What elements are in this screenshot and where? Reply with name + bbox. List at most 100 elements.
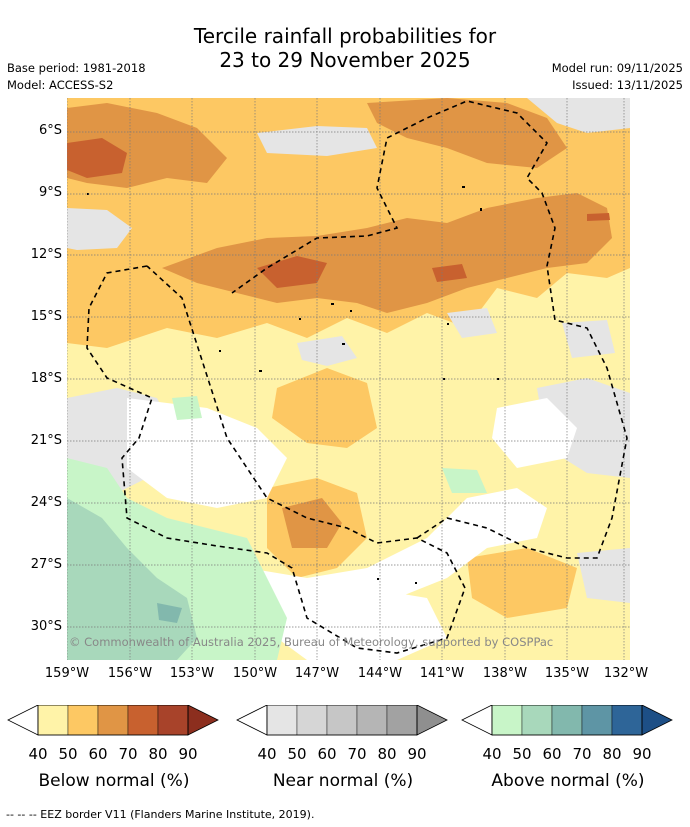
colorbar-above — [461, 705, 673, 736]
colorbar-over-triangle — [416, 705, 448, 736]
above-normal-title: Above normal (%) — [491, 771, 645, 791]
colorbar-tick-label: 80 — [602, 745, 622, 763]
colorbar-box — [581, 705, 613, 736]
colorbar-tick-label: 40 — [28, 745, 48, 763]
colorbar-tick-label: 60 — [88, 745, 108, 763]
issued-date: Issued: 13/11/2025 — [572, 78, 683, 92]
lon-label: 144°W — [357, 666, 403, 681]
probability-map — [67, 98, 630, 660]
below-70-central — [257, 256, 327, 288]
colorbar-box — [127, 705, 159, 736]
colorbar-outline — [266, 705, 418, 736]
lon-label: 150°W — [232, 666, 278, 681]
below-50-mid — [272, 368, 377, 448]
colorbar-box — [356, 705, 388, 736]
colorbar-tick-label: 80 — [377, 745, 397, 763]
no-signal-southcentral — [277, 588, 447, 660]
colorbar-near — [236, 705, 448, 736]
lat-label: 30°S — [30, 619, 62, 634]
colorbar-box — [551, 705, 583, 736]
map-title: Tercile rainfall probabilities for 23 to… — [0, 24, 690, 72]
lon-label: 141°W — [419, 666, 465, 681]
near-grey-far-east — [562, 320, 615, 358]
title-line-2: 23 to 29 November 2025 — [219, 48, 471, 72]
colorbar-box — [266, 705, 298, 736]
below-50-south-b — [467, 548, 577, 618]
above-green-mid — [172, 396, 202, 420]
lat-label: 6°S — [38, 123, 62, 138]
colorbar-box — [491, 705, 523, 736]
colorbar-tick-label: 80 — [148, 745, 168, 763]
eez-border-french-polynesia — [86, 265, 466, 654]
colorbar-box — [296, 705, 328, 736]
colorbar-tick-label: 60 — [542, 745, 562, 763]
near-grey-se — [577, 548, 630, 603]
colorbar-box — [521, 705, 553, 736]
colorbar-tick-label: 50 — [58, 745, 78, 763]
colorbar-tick-label: 70 — [347, 745, 367, 763]
lat-label: 18°S — [30, 371, 62, 386]
near-grey-east2 — [447, 308, 497, 338]
colorbar-tick-label: 60 — [317, 745, 337, 763]
copyright-notice: © Commonwealth of Australia 2025, Bureau… — [69, 635, 554, 649]
eez-note: -- -- -- EEZ border V11 (Flanders Marine… — [6, 808, 315, 821]
no-signal-southwest — [127, 398, 287, 508]
colorbar-box — [97, 705, 129, 736]
lon-label: 159°W — [44, 666, 90, 681]
colorbar-box — [157, 705, 189, 736]
near-grey-ne — [527, 98, 630, 133]
colorbar-tick-label: 90 — [407, 745, 427, 763]
colorbar-tick-label: 40 — [482, 745, 502, 763]
colorbar-box — [326, 705, 358, 736]
below-70-ne — [587, 213, 610, 221]
below-70-east — [432, 264, 467, 282]
model-name: Model: ACCESS-S2 — [7, 78, 114, 92]
lat-label: 9°S — [38, 185, 62, 200]
colorbar-outline — [37, 705, 189, 736]
colorbar-box — [611, 705, 643, 736]
lat-label: 12°S — [30, 247, 62, 262]
lat-label: 21°S — [30, 433, 62, 448]
colorbar-over-triangle — [187, 705, 219, 736]
map-canvas — [67, 98, 630, 660]
colorbar-tick-label: 90 — [632, 745, 652, 763]
meta-left: Base period: 1981-2018 Model: ACCESS-S2 — [7, 60, 146, 94]
below-70-west — [67, 138, 127, 178]
below-60-south-a — [282, 498, 342, 548]
colorbar-tick-label: 70 — [118, 745, 138, 763]
island-markers — [87, 186, 499, 584]
lon-label: 156°W — [107, 666, 153, 681]
lon-label: 138°W — [482, 666, 528, 681]
above-green-sw-60 — [157, 603, 182, 623]
lat-label: 15°S — [30, 309, 62, 324]
above-green-east — [442, 468, 487, 493]
no-signal-east — [492, 398, 577, 468]
colorbar-tick-label: 40 — [257, 745, 277, 763]
colorbar-under-triangle — [236, 705, 268, 736]
lon-label: 132°W — [603, 666, 649, 681]
colorbar-tick-label: 90 — [178, 745, 198, 763]
colorbar-box — [386, 705, 418, 736]
near-grey-nw — [67, 208, 132, 250]
lon-label: 147°W — [294, 666, 340, 681]
colorbar-box — [67, 705, 99, 736]
colorbar-legend — [7, 705, 673, 736]
colorbar-under-triangle — [461, 705, 493, 736]
title-line-1: Tercile rainfall probabilities for — [193, 24, 497, 48]
lon-label: 135°W — [544, 666, 590, 681]
colorbar-over-triangle — [641, 705, 673, 736]
model-run: Model run: 09/11/2025 — [551, 61, 683, 75]
no-signal-south — [247, 488, 547, 628]
colorbar-below — [7, 705, 219, 736]
colorbar-under-triangle — [7, 705, 39, 736]
meta-right: Model run: 09/11/2025 Issued: 13/11/2025 — [552, 60, 683, 94]
colorbar-box — [37, 705, 69, 736]
colorbar-tick-label: 50 — [287, 745, 307, 763]
below-60-northeast — [367, 98, 567, 168]
lon-label: 153°W — [169, 666, 215, 681]
near-normal-title: Near normal (%) — [272, 771, 414, 791]
graticule — [67, 98, 630, 660]
colorbar-outline — [491, 705, 643, 736]
eez-borders — [86, 100, 628, 654]
eez-border-kiribati-line — [231, 100, 628, 559]
